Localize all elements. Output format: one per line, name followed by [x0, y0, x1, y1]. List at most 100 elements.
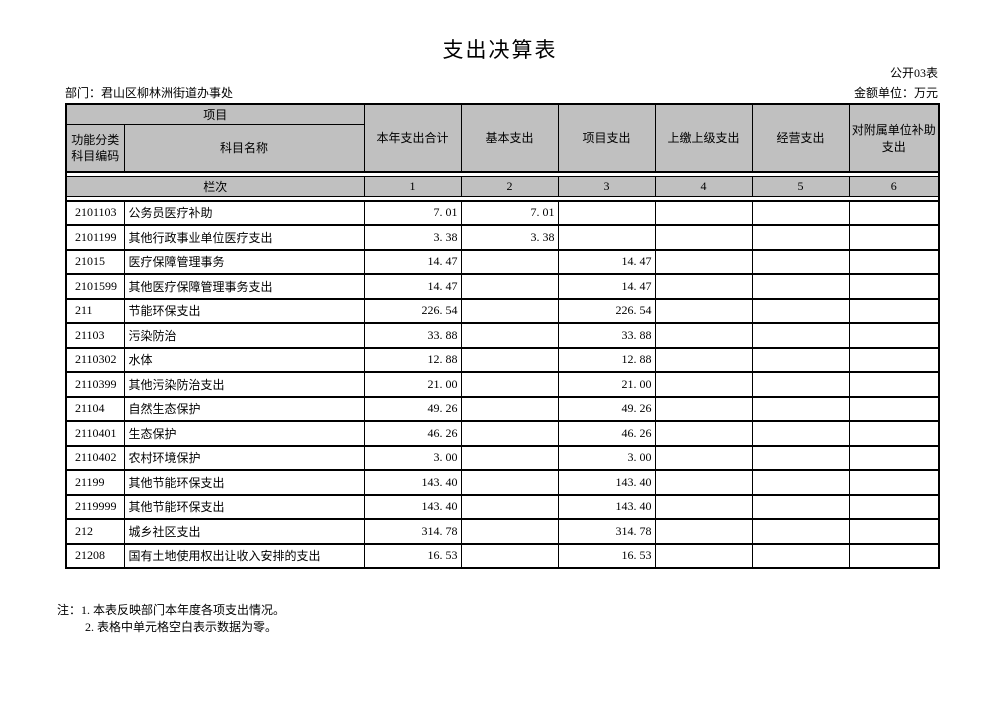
- col-header-upper-level-expense: 上缴上级支出: [654, 103, 753, 173]
- cell-subject-code: 2119999: [65, 493, 125, 520]
- table-row: 212 城乡社区支出 314. 78 314. 78: [65, 518, 940, 545]
- cell-value: [460, 273, 559, 300]
- cell-subject-name: 医疗保障管理事务: [123, 248, 365, 275]
- note-line-2: 2. 表格中单元格空白表示数据为零。: [85, 620, 278, 634]
- table-row: 21103 污染防治 33. 88 33. 88: [65, 322, 940, 349]
- public-table-code: 公开03表: [889, 66, 938, 80]
- cell-value: 143. 40: [557, 493, 656, 520]
- cell-value: 21. 00: [363, 371, 462, 398]
- cell-value: 7. 01: [363, 199, 462, 226]
- unit-label: 金额单位：万元: [853, 86, 938, 100]
- cell-subject-name: 其他节能环保支出: [123, 469, 365, 496]
- cell-subject-name: 污染防治: [123, 322, 365, 349]
- cell-value: [751, 273, 850, 300]
- col-group-item: 项目: [65, 103, 365, 125]
- cell-value: [848, 518, 940, 545]
- cell-value: [654, 224, 753, 251]
- col-header-subject-name: 科目名称: [123, 124, 365, 173]
- cell-value: [751, 493, 850, 520]
- table-row: 2110399 其他污染防治支出 21. 00 21. 00: [65, 371, 940, 398]
- cell-value: 46. 26: [363, 420, 462, 447]
- cell-subject-name: 其他医疗保障管理事务支出: [123, 273, 365, 300]
- cell-subject-code: 2101599: [65, 273, 125, 300]
- rank-col-6: 6: [848, 175, 940, 197]
- cell-value: [751, 297, 850, 324]
- table-row: 211 节能环保支出 226. 54 226. 54: [65, 297, 940, 324]
- cell-subject-name: 农村环境保护: [123, 444, 365, 471]
- cell-value: [654, 420, 753, 447]
- cell-value: [460, 371, 559, 398]
- cell-subject-code: 211: [65, 297, 125, 324]
- page-title: 支出决算表: [442, 38, 558, 62]
- cell-value: [848, 542, 940, 569]
- col-header-function-code: 功能分类科目编码: [65, 124, 125, 173]
- cell-value: [654, 444, 753, 471]
- cell-value: [751, 518, 850, 545]
- cell-subject-name: 其他污染防治支出: [123, 371, 365, 398]
- meta-line: 部门：君山区柳林洲街道办事处 金额单位：万元: [65, 84, 938, 101]
- cell-value: [460, 346, 559, 373]
- col-header-basic-expense: 基本支出: [460, 103, 559, 173]
- notes: 注：1. 本表反映部门本年度各项支出情况。 2. 表格中单元格空白表示数据为零。: [57, 602, 285, 636]
- cell-subject-code: 2101103: [65, 199, 125, 226]
- cell-value: [654, 273, 753, 300]
- table-row: 2119999 其他节能环保支出 143. 40 143. 40: [65, 493, 940, 520]
- cell-value: 14. 47: [363, 273, 462, 300]
- cell-value: 143. 40: [363, 493, 462, 520]
- cell-value: [654, 469, 753, 496]
- cell-value: [654, 371, 753, 398]
- cell-value: [751, 199, 850, 226]
- cell-value: 3. 38: [460, 224, 559, 251]
- table-row: 21104 自然生态保护 49. 26 49. 26: [65, 395, 940, 422]
- cell-value: [751, 224, 850, 251]
- table-row: 21208 国有土地使用权出让收入安排的支出 16. 53 16. 53: [65, 542, 940, 569]
- cell-value: 21. 00: [557, 371, 656, 398]
- cell-value: 16. 53: [557, 542, 656, 569]
- cell-value: [751, 395, 850, 422]
- expense-table-body: 2101103 公务员医疗补助 7. 01 7. 01 2101199 其他行政事业单位医…: [65, 199, 940, 569]
- col-header-current-year-total: 本年支出合计: [363, 103, 462, 173]
- cell-subject-code: 21015: [65, 248, 125, 275]
- cell-value: [848, 346, 940, 373]
- cell-subject-name: 生态保护: [123, 420, 365, 447]
- table-row: 21199 其他节能环保支出 143. 40 143. 40: [65, 469, 940, 496]
- cell-subject-code: 2110302: [65, 346, 125, 373]
- table-row: 2101103 公务员医疗补助 7. 01 7. 01: [65, 199, 940, 226]
- cell-value: [848, 297, 940, 324]
- cell-subject-name: 其他节能环保支出: [123, 493, 365, 520]
- cell-subject-name: 公务员医疗补助: [123, 199, 365, 226]
- cell-value: 314. 78: [363, 518, 462, 545]
- cell-value: [654, 395, 753, 422]
- expense-table-header: 项目 本年支出合计 基本支出 项目支出 上缴上级支出 经营支出 对附属单位补助支…: [65, 103, 940, 201]
- cell-value: [848, 444, 940, 471]
- cell-subject-code: 21208: [65, 542, 125, 569]
- cell-value: [848, 199, 940, 226]
- cell-value: [460, 444, 559, 471]
- table-row: 2101599 其他医疗保障管理事务支出 14. 47 14. 47: [65, 273, 940, 300]
- cell-value: 3. 38: [363, 224, 462, 251]
- cell-value: 12. 88: [557, 346, 656, 373]
- cell-value: [654, 248, 753, 275]
- cell-subject-name: 国有土地使用权出让收入安排的支出: [123, 542, 365, 569]
- rank-col-2: 2: [460, 175, 559, 197]
- cell-value: 143. 40: [363, 469, 462, 496]
- cell-subject-code: 21103: [65, 322, 125, 349]
- header-row-item: 项目 本年支出合计 基本支出 项目支出 上缴上级支出 经营支出 对附属单位补助支…: [65, 103, 940, 173]
- cell-subject-code: 2110401: [65, 420, 125, 447]
- table-row: 21015 医疗保障管理事务 14. 47 14. 47: [65, 248, 940, 275]
- rank-label: 栏次: [65, 175, 365, 197]
- cell-value: 12. 88: [363, 346, 462, 373]
- cell-subject-code: 2101199: [65, 224, 125, 251]
- cell-value: [848, 420, 940, 447]
- cell-value: [460, 322, 559, 349]
- header-row-sub: 功能分类科目编码 科目名称: [65, 124, 939, 173]
- cell-value: [848, 469, 940, 496]
- cell-value: [848, 224, 940, 251]
- cell-value: 226. 54: [557, 297, 656, 324]
- cell-value: [460, 420, 559, 447]
- rank-col-1: 1: [363, 175, 462, 197]
- cell-value: 46. 26: [557, 420, 656, 447]
- expense-table: 项目 本年支出合计 基本支出 项目支出 上缴上级支出 经营支出 对附属单位补助支…: [65, 103, 941, 569]
- cell-value: [654, 322, 753, 349]
